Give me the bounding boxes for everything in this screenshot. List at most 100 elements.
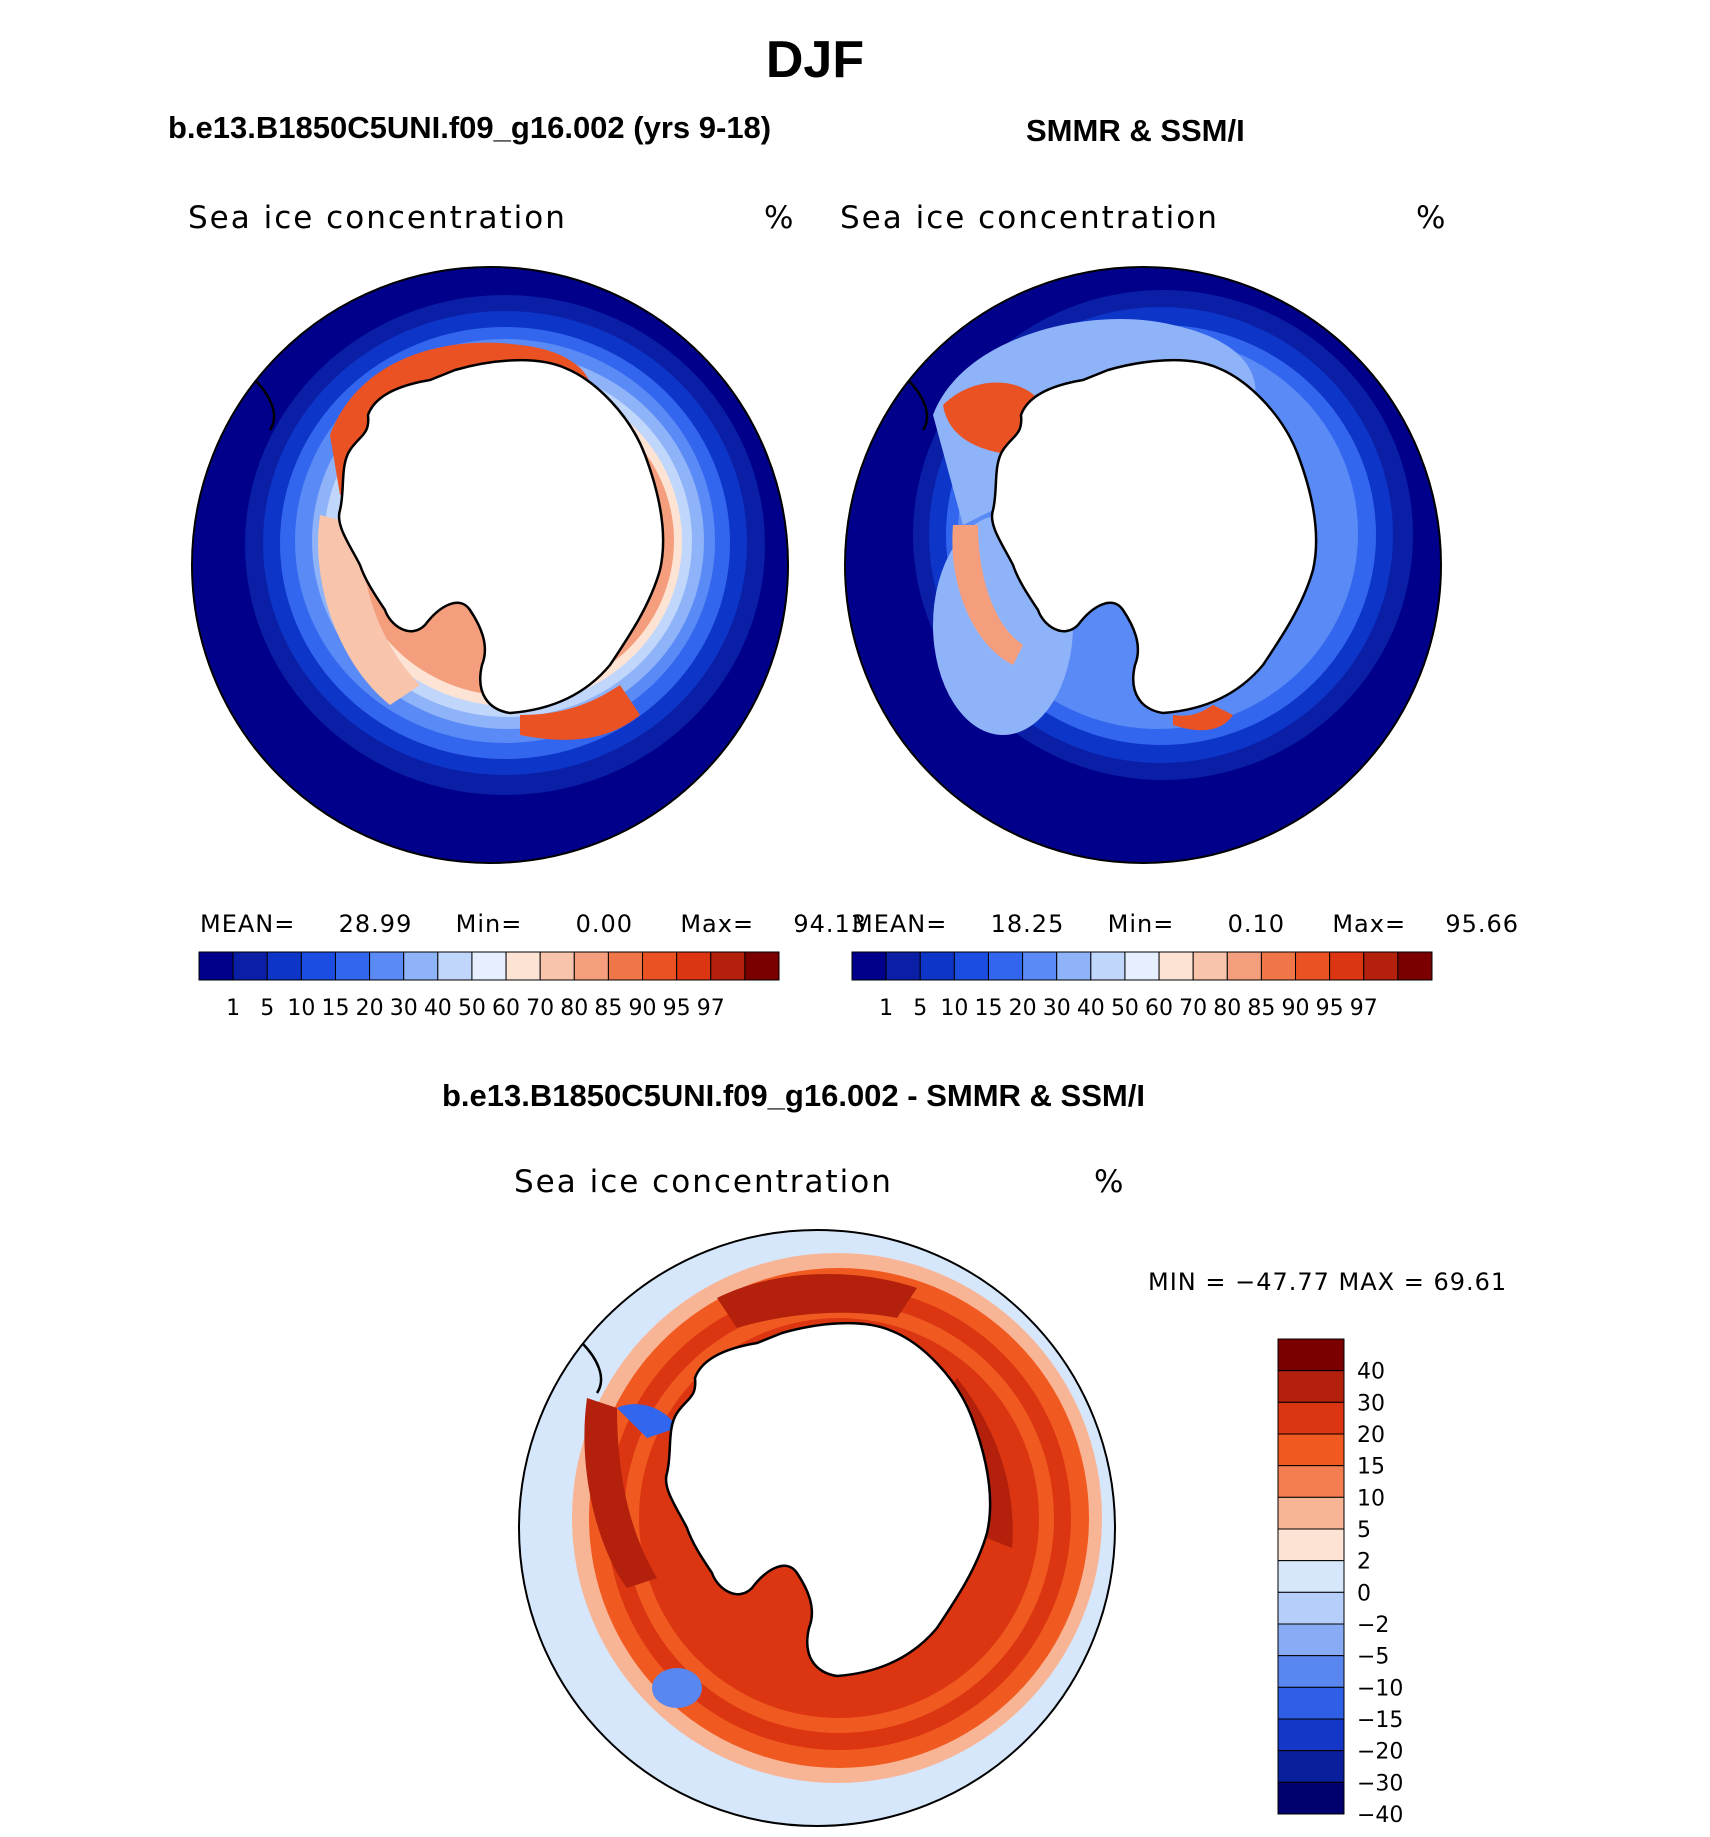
- right-colorbar-swatch: [851, 951, 887, 981]
- right-colorbar-swatch: [1124, 951, 1160, 981]
- right-colorbar-swatch: [1090, 951, 1126, 981]
- obs-polar-map: [844, 266, 1442, 864]
- right-colorbar-tick-label: 5: [913, 996, 927, 1021]
- left-colorbar-swatch: [539, 951, 575, 981]
- right-colorbar-swatch: [919, 951, 955, 981]
- right-colorbar-swatch: [987, 951, 1024, 981]
- left-colorbar-swatch: [710, 951, 746, 981]
- difference-colorbar-tick-label: −10: [1357, 1676, 1403, 1701]
- difference-colorbar-swatch: [1277, 1686, 1345, 1720]
- left-colorbar-swatch: [642, 951, 678, 981]
- difference-colorbar-swatch: [1277, 1781, 1345, 1815]
- right-colorbar-tick-label: 70: [1179, 996, 1207, 1021]
- left-colorbar-swatch: [403, 951, 439, 981]
- left-colorbar-tick-label: 50: [458, 996, 486, 1021]
- right-colorbar-tick-label: 10: [940, 996, 968, 1021]
- left-colorbar-tick-label: 10: [287, 996, 315, 1021]
- difference-colorbar-tick-label: 2: [1357, 1550, 1371, 1575]
- right-max-value: 95.66: [1445, 910, 1520, 938]
- right-min-label: Min=: [1107, 910, 1175, 938]
- left-colorbar-tick-label: 97: [697, 996, 725, 1021]
- right-colorbar-tick-label: 97: [1350, 996, 1378, 1021]
- difference-colorbar-tick-label: 30: [1357, 1391, 1385, 1416]
- left-colorbar-tick-label: 90: [629, 996, 657, 1021]
- left-colorbar-tick-label: 70: [526, 996, 554, 1021]
- difference-colorbar-tick-label: −30: [1357, 1771, 1403, 1796]
- right-colorbar: 1 5 10 15 20 30 40 50 60 70 80 85 90 95 97: [851, 951, 1433, 1021]
- difference-colorbar-swatch: [1277, 1338, 1345, 1372]
- difference-colorbar-tick-label: −2: [1357, 1613, 1389, 1638]
- difference-colorbar-swatch: [1277, 1528, 1345, 1562]
- left-variable-label: Sea ice concentration: [188, 200, 567, 236]
- left-mean-label: MEAN=: [200, 910, 296, 938]
- left-colorbar-tick-label: 15: [321, 996, 349, 1021]
- left-colorbar-tick-label: 30: [390, 996, 418, 1021]
- right-colorbar-swatch: [1192, 951, 1228, 981]
- right-colorbar-tick-label: 85: [1247, 996, 1275, 1021]
- diff-minmax: MIN = −47.77 MAX = 69.61: [1148, 1268, 1508, 1296]
- difference-colorbar-swatch: [1277, 1718, 1345, 1752]
- left-colorbar-tick-label: 80: [560, 996, 588, 1021]
- right-mean-label: MEAN=: [852, 910, 948, 938]
- right-colorbar-swatch: [1260, 951, 1297, 981]
- right-colorbar-swatch: [1158, 951, 1194, 981]
- left-colorbar: 1 5 10 15 20 30 40 50 60 70 80 85 90 95 97: [198, 951, 780, 1021]
- figure-title: DJF: [765, 31, 865, 89]
- right-colorbar-swatch: [885, 951, 921, 981]
- difference-colorbar-swatch: [1277, 1560, 1345, 1593]
- difference-colorbar-tick-label: 0: [1357, 1581, 1371, 1606]
- left-colorbar-swatch: [369, 951, 405, 981]
- left-colorbar-tick-label: 5: [260, 996, 274, 1021]
- right-stats: MEAN= 18.25 Min= 0.10 Max= 95.66: [852, 910, 1519, 938]
- left-colorbar-swatch: [505, 951, 541, 981]
- left-colorbar-swatch: [471, 951, 507, 981]
- right-colorbar-tick-label: 50: [1111, 996, 1139, 1021]
- left-min-value: 0.00: [575, 910, 634, 938]
- difference-colorbar-tick-label: −20: [1357, 1740, 1403, 1765]
- right-units-label: %: [1416, 200, 1448, 236]
- right-colorbar-swatch: [1056, 951, 1092, 981]
- model-run-heading: b.e13.B1850C5UNI.f09_g16.002 (yrs 9-18): [168, 110, 772, 145]
- right-colorbar-tick-label: 80: [1213, 996, 1241, 1021]
- difference-colorbar-swatch: [1277, 1591, 1345, 1625]
- left-colorbar-tick-label: 1: [226, 996, 240, 1021]
- difference-polar-map: [518, 1229, 1116, 1827]
- left-colorbar-swatch: [232, 951, 268, 981]
- left-colorbar-swatch: [266, 951, 302, 981]
- right-colorbar-tick-label: 20: [1009, 996, 1037, 1021]
- difference-colorbar-tick-label: −15: [1357, 1708, 1403, 1733]
- model-polar-map: [191, 266, 789, 864]
- right-colorbar-swatch: [1329, 951, 1365, 981]
- diff-units-label: %: [1094, 1164, 1126, 1200]
- right-colorbar-tick-label: 60: [1145, 996, 1173, 1021]
- left-max-value: 94.13: [793, 910, 868, 938]
- right-colorbar-swatch: [953, 951, 989, 981]
- left-colorbar-swatch: [607, 951, 644, 981]
- left-min-label: Min=: [455, 910, 523, 938]
- difference-colorbar-swatch: [1277, 1655, 1345, 1688]
- difference-colorbar-tick-label: 5: [1357, 1518, 1371, 1543]
- right-colorbar-swatch: [1397, 951, 1433, 981]
- left-colorbar-swatch: [198, 951, 234, 981]
- right-colorbar-swatch: [1363, 951, 1399, 981]
- left-max-label: Max=: [680, 910, 755, 938]
- right-colorbar-tick-label: 95: [1316, 996, 1344, 1021]
- difference-heading: b.e13.B1850C5UNI.f09_g16.002 - SMMR & SS…: [442, 1078, 1145, 1113]
- obs-heading: SMMR & SSM/I: [1026, 113, 1245, 148]
- left-mean-value: 28.99: [338, 910, 413, 938]
- left-colorbar-swatch: [300, 951, 336, 981]
- difference-colorbar-swatch: [1277, 1433, 1345, 1467]
- left-colorbar-swatch: [573, 951, 609, 981]
- diff-variable-label: Sea ice concentration: [514, 1164, 893, 1200]
- difference-colorbar-swatch: [1277, 1623, 1345, 1657]
- right-colorbar-tick-label: 90: [1282, 996, 1310, 1021]
- difference-colorbar-swatch: [1277, 1465, 1345, 1498]
- left-stats: MEAN= 28.99 Min= 0.00 Max= 94.13: [200, 910, 867, 938]
- difference-colorbar-tick-label: −5: [1357, 1645, 1389, 1670]
- right-colorbar-tick-label: 40: [1077, 996, 1105, 1021]
- left-colorbar-tick-label: 95: [663, 996, 691, 1021]
- left-colorbar-tick-label: 20: [356, 996, 384, 1021]
- right-min-value: 0.10: [1227, 910, 1286, 938]
- left-colorbar-tick-label: 40: [424, 996, 452, 1021]
